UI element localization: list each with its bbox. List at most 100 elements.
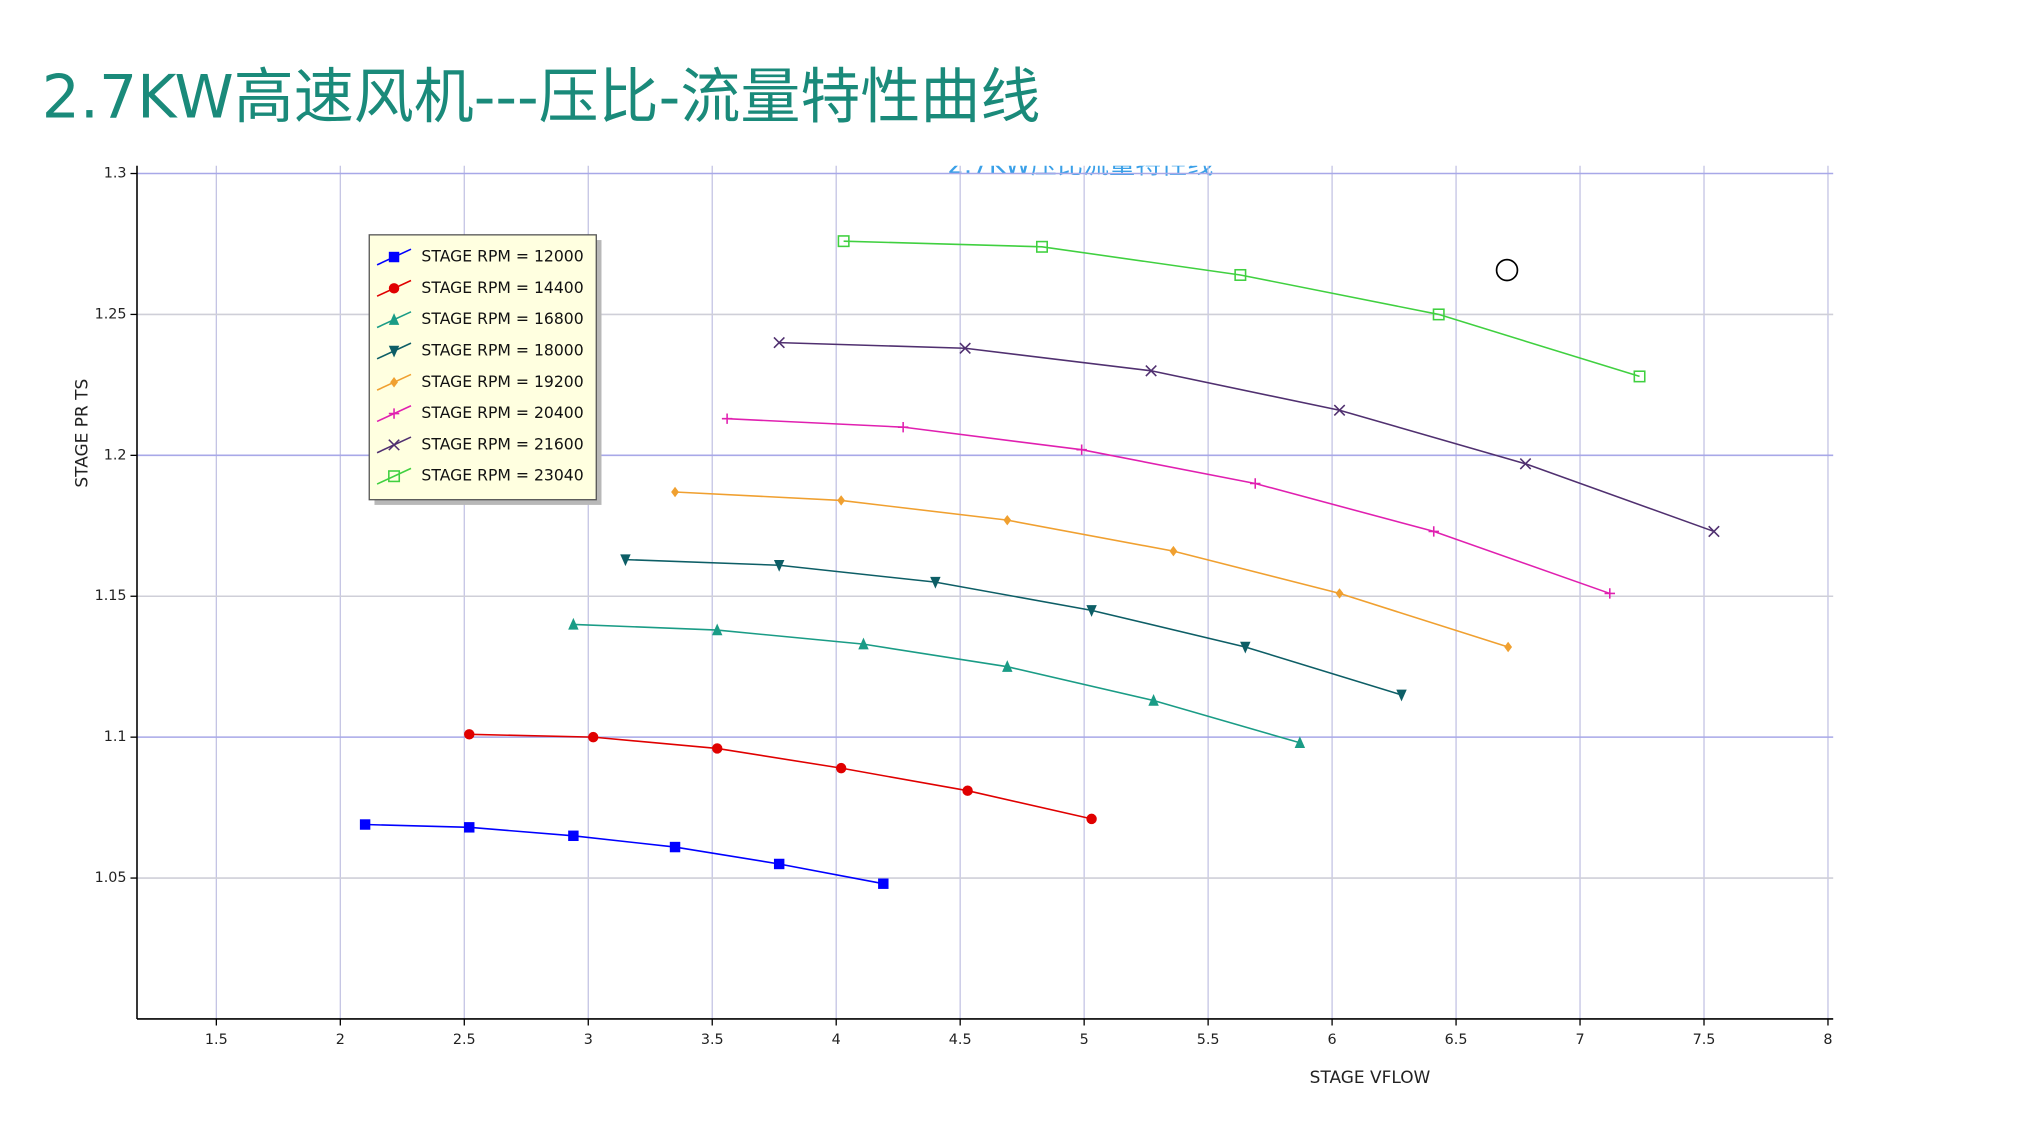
y-tick-label: 1.1 [104, 729, 127, 745]
marker [1145, 365, 1157, 377]
marker [721, 413, 733, 424]
x-tick-label: 6.5 [1445, 1032, 1468, 1048]
y-axis-label: STAGE PR TS [71, 379, 91, 488]
marker [773, 560, 785, 572]
x-tick-label: 8 [1823, 1032, 1832, 1048]
legend-label: STAGE RPM = 20400 [421, 403, 583, 422]
x-tick-label: 2 [336, 1032, 345, 1048]
marker [1086, 605, 1097, 617]
legend-marker [388, 408, 400, 419]
marker [1708, 525, 1720, 538]
legend-marker [390, 377, 398, 388]
marker [773, 858, 785, 870]
marker [1169, 545, 1178, 557]
x-tick-label: 3 [584, 1032, 593, 1048]
series [359, 819, 889, 889]
page-title: 2.7KW高速风机---压比-流量特性曲线 [42, 62, 1041, 132]
marker [711, 743, 723, 754]
legend-label: STAGE RPM = 23040 [421, 466, 583, 485]
marker [1294, 736, 1306, 749]
marker [837, 235, 850, 248]
marker [1148, 693, 1159, 706]
marker [930, 576, 941, 589]
series [620, 554, 1407, 702]
chart: 2.7KW压比流量特性线 STAGE VFLOW STAGE PR TS 1.5… [71, 151, 1834, 1087]
chart-title: 2.7KW压比流量特性线 [947, 151, 1213, 181]
legend-label: STAGE RPM = 19200 [421, 372, 583, 391]
legend-marker [388, 283, 400, 294]
marker [1003, 514, 1012, 526]
marker [1076, 444, 1087, 455]
series-line [469, 733, 1092, 820]
series-line [843, 240, 1640, 378]
series [568, 617, 1306, 749]
series-line [365, 823, 884, 885]
marker [1234, 268, 1247, 281]
annotation-circle [1495, 258, 1519, 282]
legend-box [368, 234, 597, 501]
marker [897, 421, 909, 433]
y-tick-label: 1.15 [95, 588, 127, 604]
legend-marker [388, 470, 401, 483]
marker [1396, 689, 1407, 702]
series [464, 729, 1097, 825]
y-tick-label: 1.3 [104, 166, 127, 182]
x-axis-label: STAGE VFLOW [1310, 1067, 1431, 1087]
x-tick-label: 4.5 [949, 1032, 972, 1048]
legend-label: STAGE RPM = 14400 [421, 278, 583, 297]
marker [711, 623, 723, 636]
marker [464, 729, 475, 740]
marker [878, 878, 889, 889]
x-tick-label: 3.5 [701, 1032, 724, 1048]
marker [1002, 660, 1013, 672]
legend-marker [388, 313, 400, 325]
legend-marker [388, 439, 400, 451]
marker [1333, 404, 1346, 417]
x-tick-label: 6 [1328, 1032, 1337, 1048]
marker [959, 342, 971, 355]
marker [1504, 641, 1513, 653]
marker [1086, 813, 1097, 825]
marker [359, 819, 371, 830]
marker [568, 617, 579, 630]
series [837, 235, 1646, 383]
series-line [727, 417, 1611, 595]
marker [1519, 458, 1532, 470]
marker [837, 495, 846, 506]
legend-marker [388, 345, 400, 358]
x-tick-label: 7.5 [1693, 1032, 1716, 1048]
y-tick-label: 1.2 [104, 447, 127, 463]
marker [1604, 588, 1616, 599]
marker [1432, 308, 1445, 321]
x-tick-label: 5 [1080, 1032, 1089, 1048]
x-tick-label: 1.5 [205, 1032, 228, 1048]
series-line [573, 623, 1301, 744]
marker [1035, 240, 1048, 253]
marker [587, 731, 599, 743]
marker [1428, 526, 1439, 537]
series [721, 413, 1616, 599]
x-tick-label: 7 [1575, 1032, 1584, 1048]
x-tick-label: 5.5 [1197, 1032, 1220, 1048]
marker [464, 822, 475, 833]
legend-label: STAGE RPM = 21600 [421, 434, 583, 453]
marker [1335, 588, 1344, 599]
series-line [779, 341, 1715, 533]
marker [1633, 370, 1646, 383]
legend-label: STAGE RPM = 12000 [421, 247, 583, 266]
series-line [675, 491, 1509, 648]
marker [858, 637, 869, 650]
x-tick-label: 2.5 [453, 1032, 476, 1048]
series-line [625, 558, 1402, 696]
marker [1250, 478, 1261, 489]
marker [568, 830, 579, 842]
marker [620, 554, 631, 567]
marker [669, 841, 681, 853]
marker [1240, 641, 1251, 654]
legend: STAGE RPM = 12000 STAGE RPM = 14400 STAGE … [368, 234, 602, 505]
legend-marker [388, 251, 400, 263]
y-tick-label: 1.25 [95, 306, 127, 322]
marker [773, 336, 785, 349]
legend-swatch [376, 467, 412, 485]
